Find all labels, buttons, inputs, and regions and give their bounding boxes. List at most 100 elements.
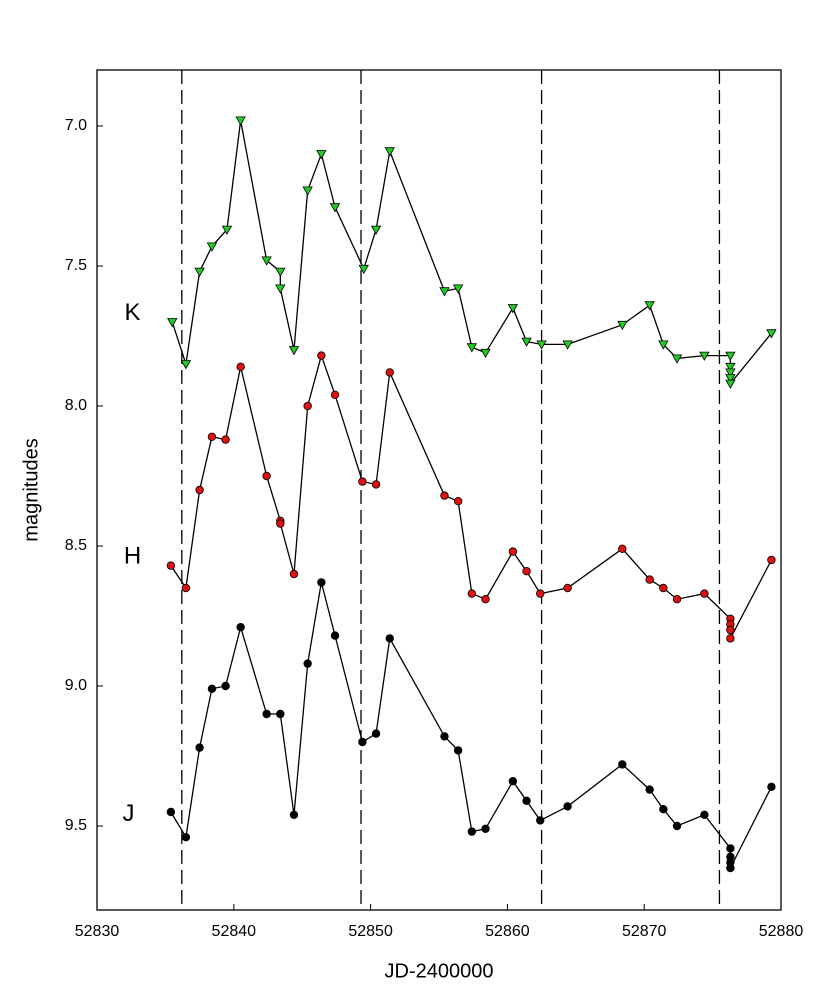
data-point: [303, 659, 312, 668]
data-point: [767, 555, 776, 565]
x-tick-label: 52880: [759, 923, 804, 940]
data-point: [180, 360, 192, 370]
data-point: [236, 362, 245, 371]
data-point: [618, 760, 627, 769]
x-tick-label: 52870: [622, 923, 667, 940]
data-point: [358, 264, 369, 275]
data-point: [330, 631, 340, 640]
data-point: [725, 351, 736, 361]
data-point: [385, 634, 394, 643]
data-point: [316, 150, 327, 160]
data-point: [617, 320, 628, 331]
data-point: [767, 782, 776, 791]
data-point: [536, 589, 545, 598]
data-point: [726, 634, 735, 643]
y-tick-label: 7.0: [65, 117, 87, 134]
data-point: [766, 329, 777, 339]
data-point: [384, 147, 395, 157]
data-point: [672, 595, 682, 604]
data-point: [508, 547, 518, 556]
y-tick-label: 7.5: [65, 257, 87, 274]
data-point: [275, 284, 286, 294]
data-point: [725, 368, 736, 378]
data-point: [440, 491, 449, 500]
data-point: [288, 346, 300, 356]
data-point: [221, 435, 230, 444]
data-point: [659, 583, 668, 593]
data-point: [725, 379, 736, 389]
data-point: [480, 348, 491, 359]
data-point: [466, 343, 478, 353]
data-point: [385, 368, 394, 377]
data-point: [276, 709, 285, 719]
y-axis-label: magnitudes: [20, 438, 42, 541]
data-point: [726, 844, 735, 853]
data-point: [522, 567, 531, 576]
data-point: [521, 337, 532, 347]
data-point: [700, 810, 709, 819]
data-point: [221, 225, 233, 235]
data-point: [181, 583, 191, 593]
y-tick-label: 8.5: [65, 537, 87, 554]
data-point: [195, 743, 204, 752]
data-point: [371, 729, 381, 738]
data-point: [303, 401, 312, 411]
data-point: [236, 623, 245, 632]
y-tick-label: 8.0: [65, 397, 87, 414]
data-point: [618, 544, 627, 553]
data-point: [726, 625, 735, 635]
plot-frame: [96, 69, 782, 911]
data-point: [317, 578, 326, 587]
data-point: [289, 569, 299, 579]
series-annotation: K: [125, 299, 141, 326]
data-point: [536, 340, 547, 350]
series-line: [170, 582, 773, 869]
data-point: [481, 595, 490, 604]
data-point: [699, 351, 710, 361]
data-point: [181, 833, 191, 842]
data-point: [440, 732, 449, 741]
data-point: [644, 301, 655, 311]
data-point: [645, 785, 654, 794]
data-point: [467, 589, 477, 598]
data-point: [371, 480, 381, 489]
data-point: [507, 304, 519, 314]
data-point: [235, 116, 246, 126]
series-annotation: H: [124, 543, 141, 570]
data-point: [302, 186, 313, 196]
data-point: [329, 203, 341, 213]
data-point: [672, 821, 682, 831]
data-point: [206, 242, 218, 252]
data-point: [726, 863, 735, 873]
data-point: [671, 354, 683, 364]
data-point: [167, 318, 178, 328]
data-point: [289, 810, 299, 819]
data-point: [439, 287, 450, 297]
data-point: [659, 805, 668, 814]
data-point: [275, 267, 286, 277]
x-axis-label: JD-2400000: [385, 960, 494, 982]
data-point: [522, 796, 531, 805]
data-point: [467, 827, 477, 836]
data-point: [536, 816, 545, 825]
data-point: [452, 284, 464, 294]
x-tick-label: 52840: [212, 923, 257, 940]
data-point: [563, 583, 572, 593]
data-point: [453, 746, 463, 755]
data-point: [262, 471, 271, 481]
data-point: [261, 256, 272, 266]
data-point: [453, 497, 463, 506]
data-point: [481, 824, 490, 833]
data-point: [508, 777, 518, 786]
data-point: [562, 340, 573, 350]
data-point: [221, 681, 230, 691]
data-point: [207, 432, 217, 441]
y-tick-label: 9.5: [65, 817, 87, 834]
data-point: [317, 351, 326, 360]
data-point: [358, 737, 367, 747]
data-point: [725, 374, 736, 384]
x-tick-label: 52830: [75, 923, 120, 940]
data-point: [166, 807, 176, 817]
data-point: [658, 340, 669, 350]
